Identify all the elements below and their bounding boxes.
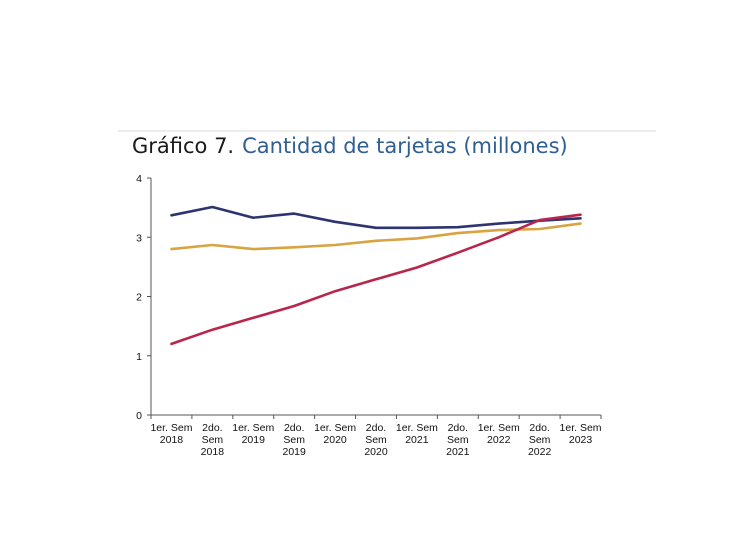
x-tick-label: 1er. Sem 2022 (478, 422, 520, 446)
x-tick-label-line: 2020 (364, 446, 388, 458)
x-tick-label-line: 1er. Sem (478, 422, 520, 434)
x-tick-label: 2do. Sem 2022 (528, 422, 552, 458)
x-tick-label-line: Sem (283, 434, 305, 446)
series-line-1 (170, 205, 582, 230)
x-tick-label-line: 1er. Sem (560, 422, 602, 434)
x-tick-label-line: 1er. Sem (150, 422, 192, 434)
x-tick-label-line: 2do. (529, 422, 549, 434)
x-tick-label-line: 1er. Sem (314, 422, 356, 434)
x-tick-label: 1er. Sem 2020 (314, 422, 356, 446)
x-tick-label-line: 2018 (201, 446, 225, 458)
x-tick-label: 2do. Sem 2019 (283, 422, 307, 458)
x-tick-label-line: 2do. (448, 422, 468, 434)
x-tick-label: 2do. Sem 2020 (364, 422, 388, 458)
x-tick-label-line: Sem (447, 434, 469, 446)
series-line-3 (170, 213, 582, 346)
chart-title: Gráfico 7. Cantidad de tarjetas (millones… (132, 134, 568, 158)
x-tick-label: 2do. Sem 2018 (201, 422, 225, 458)
x-tick-label-line: 2019 (242, 434, 266, 446)
x-tick-label: 1er. Sem 2019 (232, 422, 274, 446)
x-tick-label-line: 2019 (283, 446, 307, 458)
x-tick-label: 1er. Sem 2023 (560, 422, 602, 446)
y-tick-label: 4 (136, 173, 142, 185)
series-line-2 (170, 222, 582, 251)
y-tick-label: 1 (136, 351, 142, 363)
x-tick-label-line: 2022 (528, 446, 552, 458)
x-tick-label: 2do. Sem 2021 (446, 422, 470, 458)
title-rule (118, 130, 656, 132)
x-tick-label-line: 2023 (569, 434, 593, 446)
x-tick-label-line: 2020 (323, 434, 347, 446)
x-tick-label-line: 2do. (202, 422, 222, 434)
x-tick-label-line: 2018 (160, 434, 184, 446)
x-tick-label-line: Sem (529, 434, 551, 446)
x-tick-label-line: 1er. Sem (396, 422, 438, 434)
chart-number: Gráfico 7. (132, 134, 235, 158)
x-tick-label-line: Sem (365, 434, 387, 446)
x-tick-label-line: Sem (202, 434, 224, 446)
x-tick-label-line: 2021 (405, 434, 429, 446)
series-lines (170, 205, 582, 346)
x-tick-label-line: 2do. (284, 422, 304, 434)
x-tick-label-line: 2022 (487, 434, 511, 446)
chart-title-text: Cantidad de tarjetas (millones) (242, 134, 568, 158)
x-tick-label-line: 2do. (366, 422, 386, 434)
x-tick-label-line: 2021 (446, 446, 470, 458)
y-tick-label: 3 (136, 232, 142, 244)
x-tick-label: 1er. Sem 2021 (396, 422, 438, 446)
x-tick-label: 1er. Sem 2018 (150, 422, 192, 446)
y-tick-label: 0 (136, 410, 142, 422)
y-tick-label: 2 (136, 292, 142, 304)
x-tick-label-line: 1er. Sem (232, 422, 274, 434)
